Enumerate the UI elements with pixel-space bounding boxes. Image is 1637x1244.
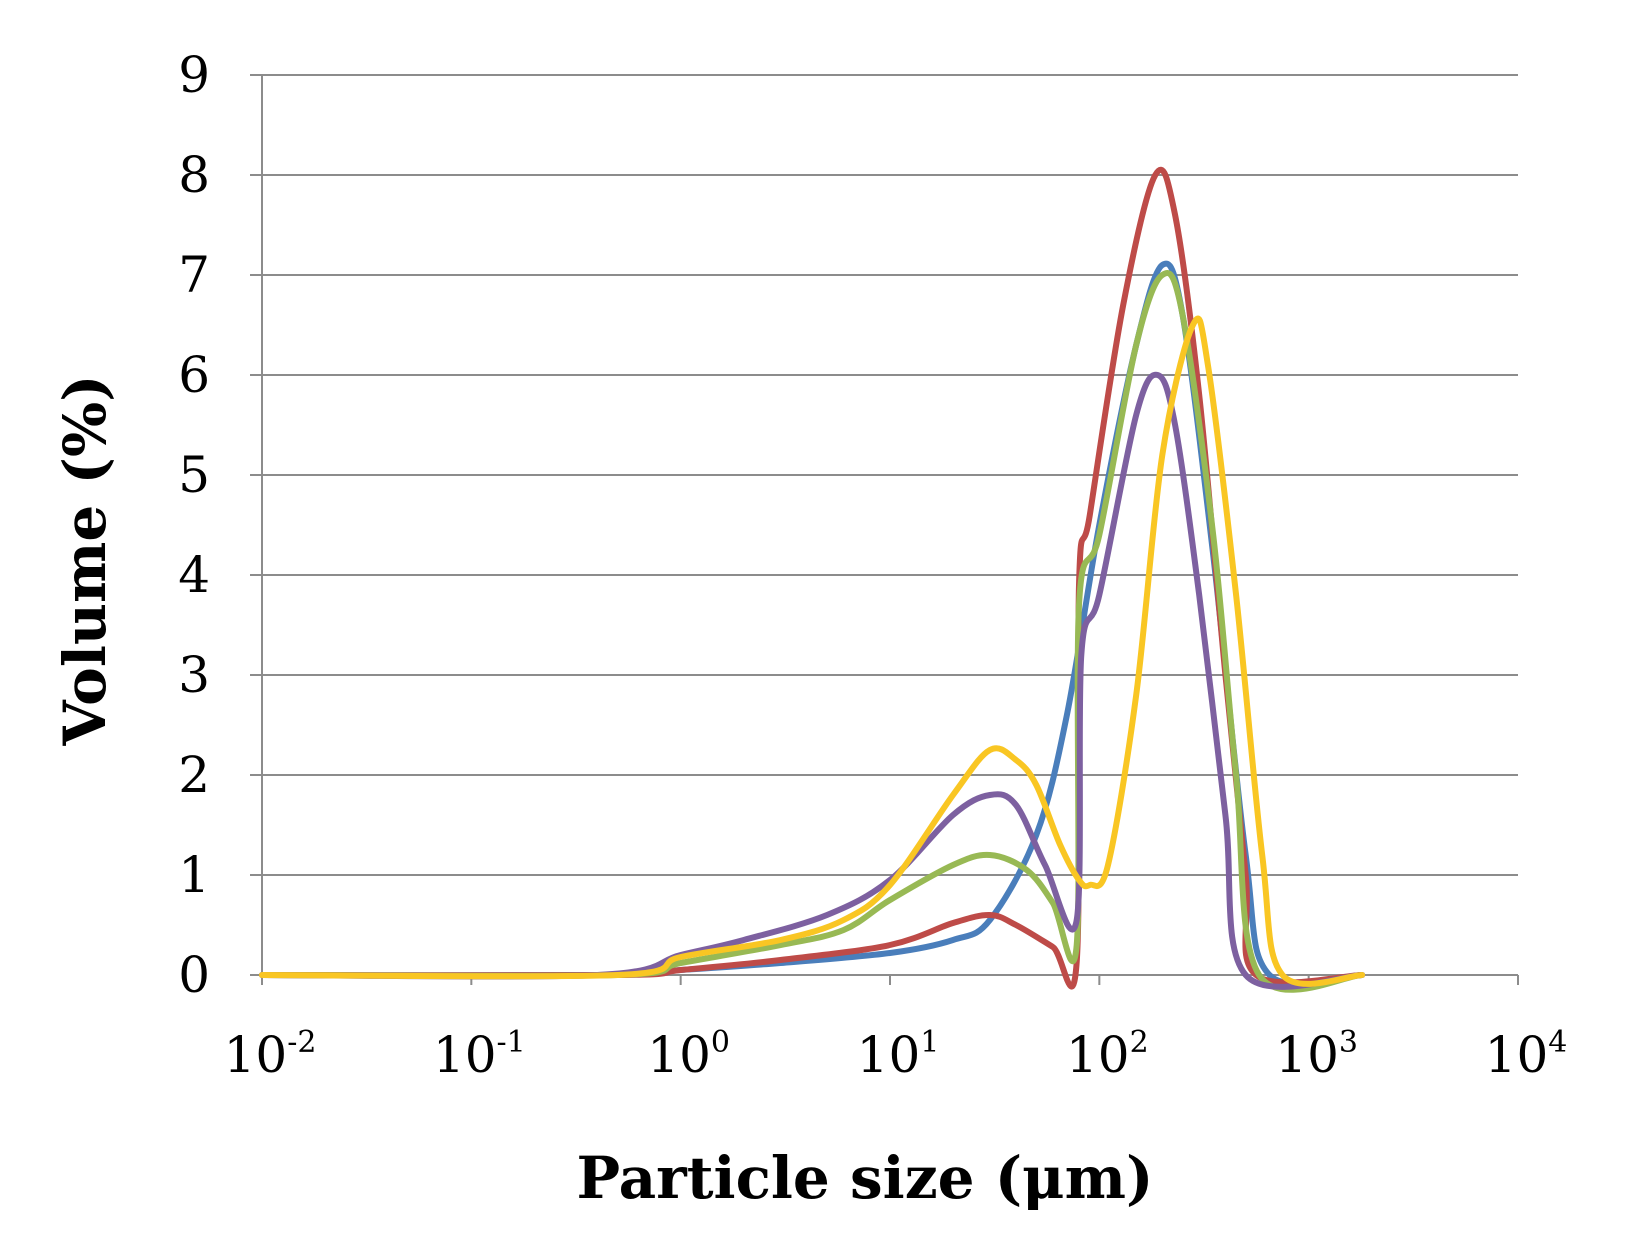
x-axis-title: Particle size (μm) (577, 1144, 1154, 1212)
y-tick-label: 7 (178, 246, 210, 304)
x-tick-exponent: -2 (287, 1025, 316, 1060)
x-tick-base: 10 (647, 1026, 711, 1084)
y-tick-label: 0 (178, 946, 210, 1004)
x-tick-label: 100 (647, 1025, 730, 1084)
series-line-5 (259, 315, 1366, 987)
x-tick-exponent: 0 (711, 1025, 730, 1060)
x-tick-label: 102 (1066, 1025, 1149, 1084)
x-tick-labels: 10-2 10-1 100 101 102 103 104 (224, 1025, 1568, 1084)
y-tick-labels: 0 1 2 3 4 5 6 7 8 9 (178, 46, 210, 1004)
y-axis-title: Volume (%) (51, 374, 119, 746)
y-tick-label: 4 (178, 546, 210, 604)
y-tick-label: 9 (178, 46, 210, 104)
x-tick-base: 10 (1275, 1026, 1339, 1084)
x-tick-base: 10 (1066, 1026, 1130, 1084)
y-tick-label: 1 (178, 846, 210, 904)
x-tick-label: 10-1 (433, 1025, 526, 1084)
x-tick-base: 10 (433, 1026, 497, 1084)
x-tick-base: 10 (224, 1026, 288, 1084)
x-tick-base: 10 (1485, 1026, 1549, 1084)
series-lines (259, 166, 1366, 993)
x-tick-exponent: -1 (497, 1025, 526, 1060)
x-tick-label: 101 (857, 1025, 940, 1084)
x-tick-label: 104 (1485, 1025, 1568, 1084)
x-tick-exponent: 2 (1130, 1025, 1149, 1060)
y-tick-label: 3 (178, 646, 210, 704)
y-tick-label: 5 (178, 446, 210, 504)
y-tick-label: 6 (178, 346, 210, 404)
series-line-4 (259, 371, 1366, 990)
x-tick-label: 10-2 (224, 1025, 317, 1084)
y-tick-label: 2 (178, 746, 210, 804)
x-tick-exponent: 3 (1339, 1025, 1358, 1060)
y-tick-label: 8 (178, 146, 210, 204)
axes (261, 75, 1519, 985)
x-tick-base: 10 (857, 1026, 921, 1084)
x-tick-exponent: 4 (1548, 1025, 1567, 1060)
grid-lines (250, 74, 1518, 976)
x-tick-exponent: 1 (920, 1025, 939, 1060)
x-tick-label: 103 (1275, 1025, 1358, 1084)
